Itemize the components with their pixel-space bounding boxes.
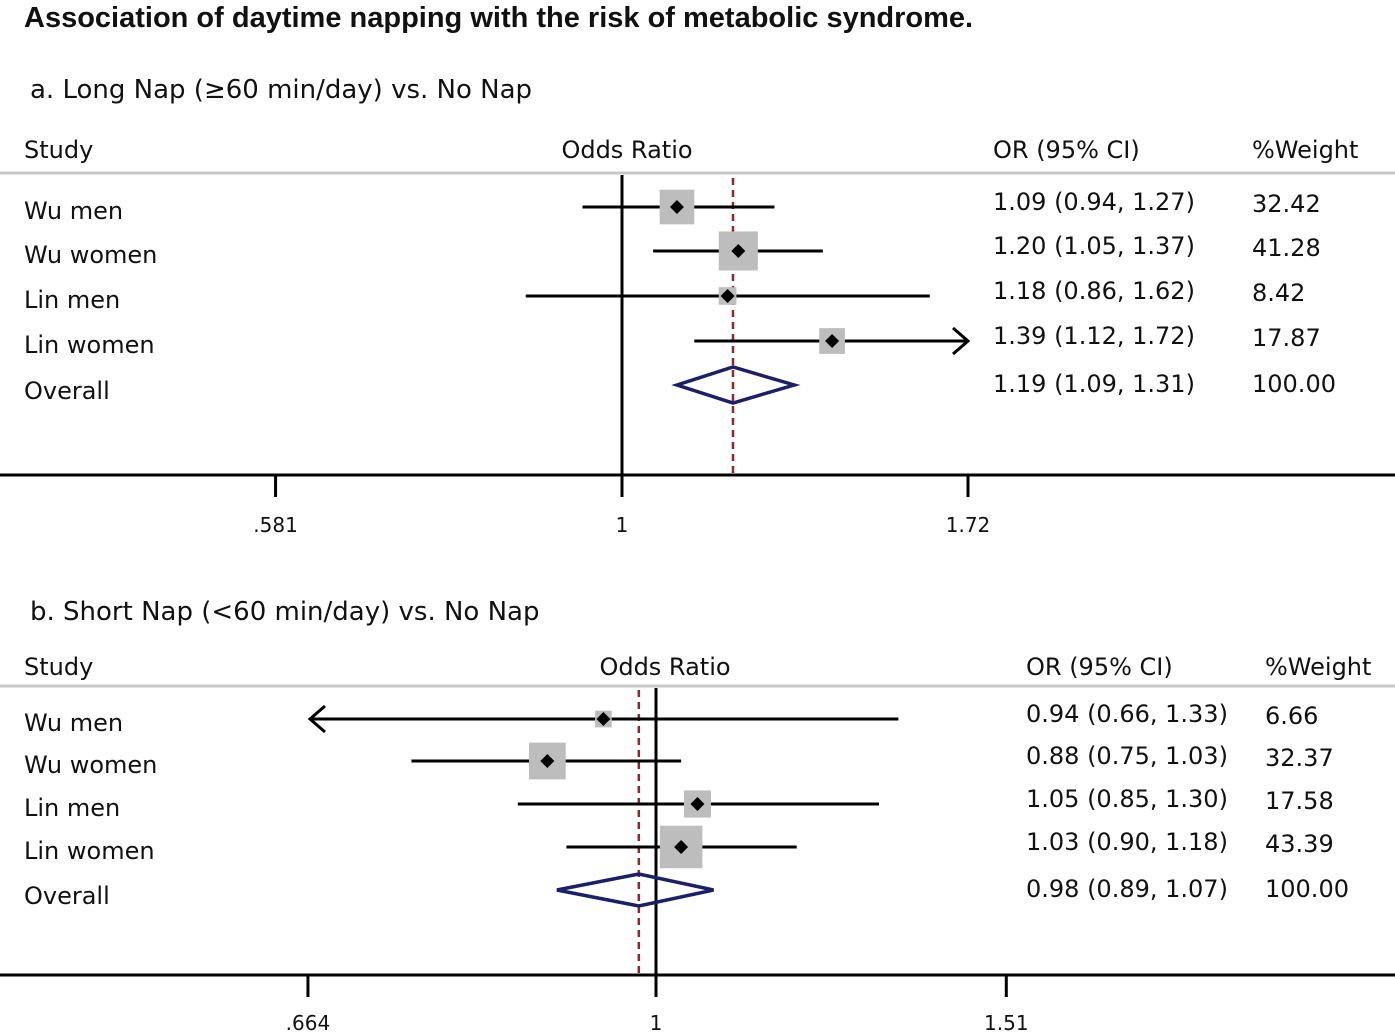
header-weight: %Weight [1265, 653, 1371, 681]
or-ci-value: 1.18 (0.86, 1.62) [993, 277, 1195, 305]
point-estimate [596, 712, 611, 726]
panel-b-short-nap: b. Short Nap (<60 min/day) vs. No Nap Stu… [0, 597, 1395, 1033]
study-label: Lin men [24, 286, 120, 314]
point-estimate [690, 797, 705, 811]
panel-a-long-nap: a. Long Nap (≥60 min/day) vs. No Nap Stud… [0, 75, 1395, 537]
point-estimate [720, 289, 735, 303]
overall-diamond [556, 872, 714, 908]
weight-value: 8.42 [1252, 279, 1305, 307]
header-or-ci: OR (95% CI) [993, 136, 1140, 164]
header-study: Study [24, 136, 93, 164]
or-ci-value: 1.03 (0.90, 1.18) [1026, 828, 1228, 856]
study-label: Wu women [24, 241, 157, 269]
weight-value: 43.39 [1265, 830, 1334, 858]
study-label: Wu men [24, 197, 123, 225]
figure-title: Association of daytime napping with the … [24, 2, 973, 34]
x-tick-label: 1.72 [946, 513, 991, 537]
arrow-left-icon [307, 704, 326, 734]
or-ci-value: 0.94 (0.66, 1.33) [1026, 700, 1228, 728]
point-estimate [825, 334, 840, 348]
x-tick-label: 1.51 [984, 1011, 1029, 1033]
header-odds-ratio: Odds Ratio [599, 653, 730, 681]
header-odds-ratio: Odds Ratio [561, 136, 692, 164]
point-estimate [540, 754, 555, 768]
overall-label: Overall [24, 882, 110, 910]
or-ci-value: 1.39 (1.12, 1.72) [993, 322, 1195, 350]
arrow-right-icon [952, 326, 971, 356]
header-study: Study [24, 653, 93, 681]
or-ci-value: 1.05 (0.85, 1.30) [1026, 785, 1228, 813]
point-estimate [669, 200, 684, 214]
weight-value: 32.42 [1252, 190, 1321, 218]
study-label: Lin women [24, 837, 155, 865]
overall-weight: 100.00 [1252, 370, 1336, 398]
weight-value: 6.66 [1265, 702, 1318, 730]
or-ci-value: 0.88 (0.75, 1.03) [1026, 742, 1228, 770]
overall-diamond [671, 365, 801, 405]
panel-title: a. Long Nap (≥60 min/day) vs. No Nap [30, 75, 532, 105]
x-tick-label: .581 [253, 513, 298, 537]
point-estimate [731, 244, 746, 258]
overall-or-ci: 0.98 (0.89, 1.07) [1026, 875, 1228, 903]
x-tick-label: 1 [650, 1011, 663, 1033]
x-tick-label: .664 [286, 1011, 331, 1033]
header-weight: %Weight [1252, 136, 1358, 164]
weight-value: 32.37 [1265, 744, 1334, 772]
overall-or-ci: 1.19 (1.09, 1.31) [993, 370, 1195, 398]
or-ci-value: 1.09 (0.94, 1.27) [993, 188, 1195, 216]
weight-value: 17.87 [1252, 324, 1321, 352]
header-or-ci: OR (95% CI) [1026, 653, 1173, 681]
study-label: Wu women [24, 751, 157, 779]
or-ci-value: 1.20 (1.05, 1.37) [993, 232, 1195, 260]
weight-value: 41.28 [1252, 234, 1321, 262]
weight-value: 17.58 [1265, 787, 1334, 815]
overall-weight: 100.00 [1265, 875, 1349, 903]
study-label: Lin men [24, 794, 120, 822]
panel-title: b. Short Nap (<60 min/day) vs. No Nap [30, 597, 540, 627]
x-tick-label: 1 [616, 513, 629, 537]
overall-label: Overall [24, 377, 110, 405]
point-estimate [674, 840, 689, 854]
study-label: Wu men [24, 709, 123, 737]
study-label: Lin women [24, 331, 155, 359]
